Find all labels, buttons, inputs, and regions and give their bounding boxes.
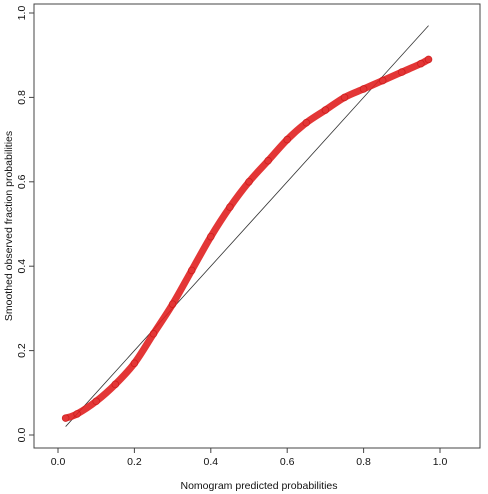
calibration-point <box>321 106 330 114</box>
calibration-point <box>187 266 196 275</box>
calibration-curve <box>62 55 433 422</box>
calibration-point <box>245 178 253 186</box>
y-axis-title: Smoothed observed fraction probabilities <box>3 131 15 321</box>
reference-line <box>65 25 429 427</box>
calibration-point <box>207 232 215 241</box>
calibration-point <box>302 118 311 127</box>
y-tick-label: 0.6 <box>16 174 28 189</box>
calibration-point <box>130 359 139 368</box>
calibration-point <box>226 203 234 211</box>
series-layer <box>61 25 433 427</box>
y-tick-label: 1.0 <box>16 6 28 21</box>
x-tick-label: 0.4 <box>203 456 218 468</box>
x-tick-label: 0.2 <box>127 456 142 468</box>
calibration-point <box>340 93 349 102</box>
calibration-point <box>168 300 177 308</box>
y-axis: 0.0 0.2 0.4 0.6 0.8 1.0 <box>16 6 34 443</box>
x-tick-label: 0.0 <box>51 456 66 468</box>
x-tick-label: 0.8 <box>356 456 371 468</box>
calibration-point <box>283 135 292 144</box>
x-axis: 0.0 0.2 0.4 0.6 0.8 1.0 <box>51 448 448 468</box>
calibration-point <box>359 85 368 93</box>
calibration-point <box>264 156 272 165</box>
x-axis-title: Nomogram predicted probabilities <box>181 480 338 492</box>
y-tick-label: 0.8 <box>16 90 28 105</box>
calibration-point <box>378 76 387 85</box>
calibration-point <box>417 59 425 68</box>
plot-frame <box>33 3 481 449</box>
calibration-point <box>61 414 70 422</box>
calibration-point <box>149 329 158 338</box>
y-tick-label: 0.4 <box>16 259 28 274</box>
calibration-point <box>73 410 81 418</box>
y-tick-label: 0.0 <box>16 428 28 443</box>
calibration-point <box>397 68 406 76</box>
calibration-point <box>111 380 120 389</box>
x-tick-label: 0.6 <box>280 456 295 468</box>
y-tick-label: 0.2 <box>16 343 28 358</box>
calibration-point <box>424 55 433 64</box>
x-tick-label: 1.0 <box>433 456 448 468</box>
calibration-point <box>92 397 100 406</box>
